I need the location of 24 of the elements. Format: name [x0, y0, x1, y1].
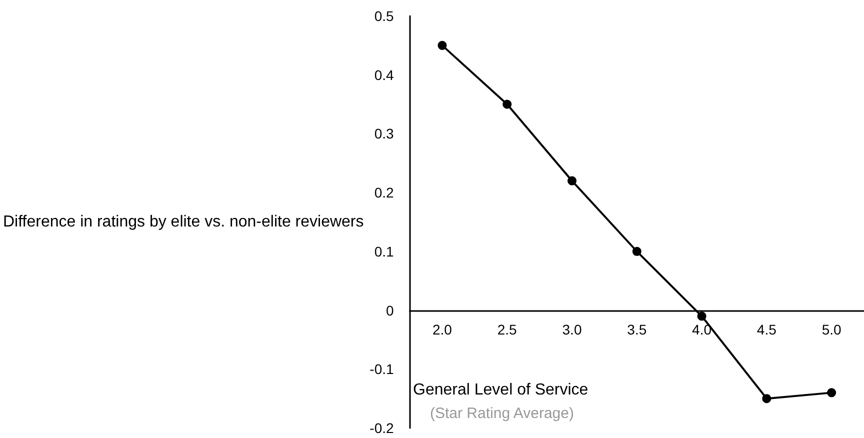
- x-tick-label: 2.5: [497, 321, 518, 338]
- x-tick-label: 2.0: [432, 321, 452, 338]
- x-axis-title: General Level of Service: [413, 382, 588, 398]
- y-tick-label: 0: [386, 302, 394, 318]
- y-tick-label: -0.2: [370, 420, 394, 436]
- x-tick-label: 3.0: [562, 321, 582, 338]
- x-tick-label: 3.5: [627, 321, 647, 338]
- y-axis-title: Difference in ratings by elite vs. non-elite reviewers: [2, 214, 364, 230]
- point: [438, 40, 447, 50]
- point: [697, 312, 706, 321]
- y-tick-label: -0.1: [370, 361, 394, 378]
- point: [568, 176, 577, 186]
- y-tick-label: 0.2: [374, 184, 394, 201]
- y-tick-label: 0.3: [374, 126, 394, 142]
- point: [762, 394, 772, 404]
- y-tick-label: 0.1: [374, 243, 394, 260]
- annotation: (Star Rating Average): [430, 405, 574, 422]
- y-tick-label: 0.4: [374, 66, 394, 83]
- x-tick-label: 5.0: [822, 321, 842, 338]
- x-tick-label: 4.5: [756, 321, 777, 338]
- point: [502, 100, 512, 109]
- y-tick-label: 0.5: [374, 8, 394, 24]
- point: [632, 246, 642, 256]
- point: [827, 388, 836, 398]
